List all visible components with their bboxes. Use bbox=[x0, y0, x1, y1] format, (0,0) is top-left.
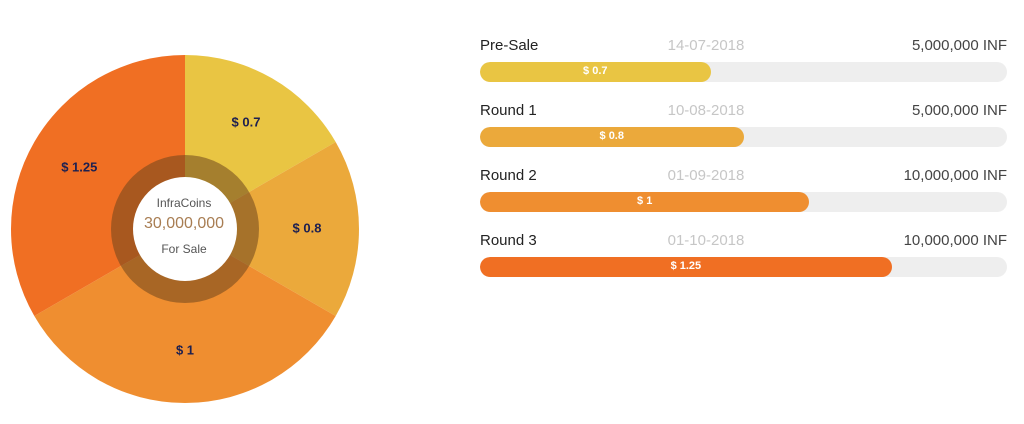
donut-slice-label: $ 0.7 bbox=[232, 115, 261, 130]
round-date: 01-10-2018 bbox=[667, 232, 745, 249]
round-date: 01-09-2018 bbox=[667, 167, 745, 184]
round-progress-bar: $ 1 bbox=[480, 192, 810, 212]
donut-center-title: InfraCoins bbox=[156, 196, 212, 210]
round-row-round-1: Round 1 10-08-2018 5,000,000 INF $ 0.8 bbox=[480, 102, 1007, 148]
round-progress-track: $ 1 bbox=[480, 192, 1007, 212]
round-name: Round 1 bbox=[480, 102, 537, 119]
round-name: Pre-Sale bbox=[480, 37, 539, 54]
round-date: 14-07-2018 bbox=[667, 37, 745, 54]
donut-slice-label: $ 1 bbox=[176, 342, 194, 357]
round-price-label: $ 1 bbox=[637, 195, 653, 207]
donut-center-subtitle: For Sale bbox=[161, 242, 207, 256]
round-price-label: $ 1.25 bbox=[670, 260, 702, 272]
donut-hole bbox=[133, 177, 237, 281]
round-row-round-3: Round 3 01-10-2018 10,000,000 INF $ 1.25 bbox=[480, 232, 1007, 278]
donut-center-amount: 30,000,000 bbox=[143, 215, 225, 232]
round-name: Round 2 bbox=[480, 167, 537, 184]
round-supply: 5,000,000 INF bbox=[911, 37, 1007, 54]
round-row-pre-sale: Pre-Sale 14-07-2018 5,000,000 INF $ 0.7 bbox=[480, 37, 1007, 83]
round-progress-bar: $ 0.7 bbox=[480, 62, 711, 82]
round-price-label: $ 0.8 bbox=[599, 130, 624, 142]
donut-slice bbox=[185, 142, 360, 316]
donut-slice-label: $ 1.25 bbox=[61, 159, 97, 174]
donut-slice bbox=[34, 229, 336, 404]
round-supply: 10,000,000 INF bbox=[903, 232, 1007, 249]
round-price-label: $ 0.7 bbox=[583, 65, 608, 77]
round-supply: 10,000,000 INF bbox=[903, 167, 1007, 184]
round-progress-track: $ 0.8 bbox=[480, 127, 1007, 147]
round-date: 10-08-2018 bbox=[667, 102, 745, 119]
token-distribution-donut: $ 0.7 $ 0.8 $ 1 $ 1.25 bbox=[10, 54, 360, 404]
round-progress-track: $ 1.25 bbox=[480, 257, 1007, 277]
donut-slice-label: $ 0.8 bbox=[293, 220, 322, 235]
round-progress-bar: $ 0.8 bbox=[480, 127, 744, 147]
round-row-round-2: Round 2 01-09-2018 10,000,000 INF $ 1 bbox=[480, 167, 1007, 213]
round-progress-bar: $ 1.25 bbox=[480, 257, 892, 277]
round-name: Round 3 bbox=[480, 232, 537, 249]
round-progress-track: $ 0.7 bbox=[480, 62, 1007, 82]
round-supply: 5,000,000 INF bbox=[911, 102, 1007, 119]
